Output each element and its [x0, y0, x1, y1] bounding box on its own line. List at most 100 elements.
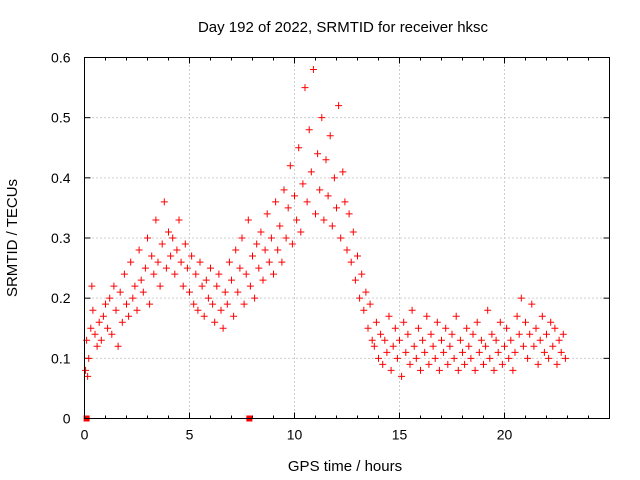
data-point — [351, 276, 359, 284]
data-point — [295, 144, 303, 152]
data-point — [421, 348, 429, 356]
data-point — [303, 198, 311, 206]
data-point — [486, 354, 494, 362]
data-point — [482, 342, 490, 350]
plot-frame — [84, 57, 610, 419]
data-point — [454, 366, 462, 374]
data-point — [217, 306, 225, 314]
data-point — [494, 348, 502, 356]
y-tick-label: 0.3 — [51, 230, 71, 246]
data-point — [99, 312, 107, 320]
data-point — [286, 162, 294, 170]
data-point — [280, 186, 288, 194]
data-point — [228, 276, 235, 284]
y-tick-label: 0 — [63, 411, 71, 427]
grid — [84, 57, 610, 419]
data-point — [425, 360, 433, 368]
data-point — [339, 168, 347, 176]
data-point — [393, 354, 401, 362]
data-point — [215, 270, 223, 278]
x-tick-label: 20 — [497, 427, 513, 443]
data-point — [362, 288, 370, 296]
data-point — [553, 360, 561, 368]
data-point — [270, 270, 277, 278]
data-point — [484, 306, 492, 314]
y-tick-label: 0.6 — [51, 50, 71, 66]
data-point — [410, 342, 418, 350]
data-point — [110, 282, 118, 290]
data-point — [519, 342, 527, 350]
data-point — [385, 312, 393, 320]
data-point — [354, 252, 361, 260]
data-point — [423, 312, 431, 320]
data-point — [154, 258, 162, 266]
data-point — [450, 354, 458, 362]
data-point — [175, 216, 183, 224]
data-points — [82, 66, 569, 380]
data-point — [400, 318, 408, 326]
data-point — [225, 258, 233, 266]
data-point — [165, 228, 172, 236]
data-point — [95, 318, 103, 326]
data-point — [267, 234, 275, 242]
data-point — [398, 372, 406, 380]
data-point — [183, 264, 191, 272]
data-point — [82, 366, 90, 374]
data-point — [341, 198, 349, 206]
data-point — [507, 336, 515, 344]
data-point — [360, 306, 368, 314]
data-point — [272, 198, 280, 206]
data-point — [515, 330, 523, 338]
data-point — [181, 240, 189, 248]
data-point — [146, 300, 154, 308]
data-point — [414, 324, 422, 332]
data-point — [213, 282, 221, 290]
data-point — [431, 354, 439, 362]
data-point — [324, 192, 332, 200]
data-point — [114, 342, 122, 350]
data-point — [419, 336, 427, 344]
data-point — [150, 270, 158, 278]
data-point — [238, 234, 246, 242]
data-point — [442, 324, 450, 332]
data-point — [408, 306, 416, 314]
data-point — [118, 318, 126, 326]
data-point — [404, 330, 412, 338]
data-point — [335, 102, 343, 110]
data-point — [188, 252, 196, 260]
data-point — [391, 324, 399, 332]
data-point — [314, 150, 322, 158]
data-point — [555, 336, 563, 344]
data-point — [167, 252, 175, 260]
data-point — [139, 288, 147, 296]
data-point — [312, 210, 319, 218]
chart-title: Day 192 of 2022, SRMTID for receiver hks… — [198, 19, 489, 36]
data-point — [160, 198, 168, 206]
data-point — [106, 294, 114, 302]
data-point — [192, 270, 200, 278]
data-point — [144, 234, 151, 242]
data-point — [545, 354, 553, 362]
data-point — [530, 342, 538, 350]
data-point — [429, 342, 437, 350]
data-point — [93, 342, 101, 350]
data-point — [259, 276, 267, 284]
data-point — [528, 300, 536, 308]
y-tick-label: 0.2 — [51, 290, 71, 306]
data-point — [307, 168, 315, 176]
data-point — [127, 258, 135, 266]
data-point — [284, 204, 292, 212]
data-point — [370, 342, 378, 350]
data-point — [517, 294, 525, 302]
data-point — [263, 210, 271, 218]
data-point — [318, 114, 326, 122]
data-point — [427, 330, 435, 338]
data-point — [257, 228, 265, 236]
data-point — [173, 246, 181, 254]
data-point — [230, 312, 238, 320]
data-point — [265, 258, 273, 266]
data-point — [196, 258, 204, 266]
data-point — [152, 216, 160, 224]
data-point — [131, 282, 139, 290]
data-point — [526, 330, 534, 338]
